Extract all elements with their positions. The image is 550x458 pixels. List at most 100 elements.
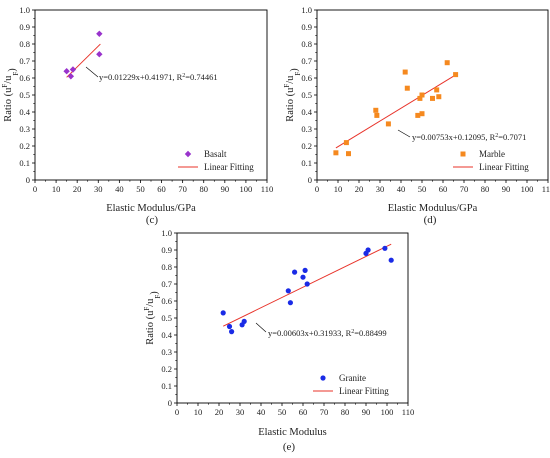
data-point [343,140,349,146]
y-axis-title: Ratio (uF/uF) [143,291,162,345]
data-point [388,257,394,263]
y-tick-label: 0.1 [301,158,312,168]
y-tick-label: 1.0 [161,228,172,238]
x-tick-label: 50 [136,184,145,194]
plot-frame [316,9,549,181]
y-tick-label: 0.8 [19,39,30,49]
chart-panel-d: 0 10 20 30 40 50 60 70 80 90 100 110 0 0.1 0.2 0.3 0.4 0.… [283,5,550,226]
y-tick-label: 0.7 [301,56,312,66]
y-tick-label: 0.7 [19,56,30,66]
x-tick-label: 70 [460,184,469,194]
legend-label: Linear Fitting [339,386,389,396]
x-tick-label: 10 [334,184,343,194]
y-tick-label: 0 [308,175,312,185]
x-tick-label: 60 [439,184,448,194]
data-point [404,85,410,91]
data-point [385,121,391,127]
x-axis-title: Elastic Modulus [258,427,327,438]
x-tick-label: 80 [481,184,490,194]
y-tick-label: 1.0 [19,5,30,15]
x-tick-label: 10 [52,184,61,194]
x-tick-label: 90 [502,184,511,194]
legend-label: Linear Fitting [204,162,254,172]
x-tick-label: 100 [521,184,534,194]
y-tick-label: 0.1 [19,158,30,168]
data-point [67,73,75,80]
data-point [453,72,459,78]
x-tick-label: 70 [178,184,187,194]
y-tick-label: 0.9 [19,22,30,32]
x-tick-label: 100 [381,407,394,417]
panel-label: (c) [146,214,159,226]
data-point [436,94,442,100]
data-point [374,112,380,118]
legend: Granite Linear Fitting [313,373,389,396]
legend-label: Marble [479,149,505,159]
y-tick-label: 0.5 [19,90,30,100]
y-tick-label: 0.9 [301,22,312,32]
y-tick-label: 1.0 [301,5,312,15]
y-tick-label: 0.3 [161,347,172,357]
y-tick-label: 0.5 [301,90,312,100]
x-tick-label: 0 [33,184,37,194]
x-tick-label: 110 [542,184,550,194]
x-tick-label: 90 [221,184,230,194]
fit-equation: y=0.00603x+0.31933, R2=0.88499 [268,328,387,338]
legend-label: Linear Fitting [479,162,529,172]
data-point [382,245,388,251]
y-tick-label: 0.8 [301,39,312,49]
x-tick-label: 20 [215,407,224,417]
legend-marker [320,375,326,381]
data-point [226,323,233,330]
panel-label: (d) [424,214,437,226]
data-point [444,60,450,66]
y-tick-label: 0.4 [301,107,312,117]
y-axis-title: Ratio (uF/uF) [283,68,302,122]
data-point [417,95,423,101]
data-point [365,247,371,253]
y-tick-label: 0.2 [301,141,312,151]
legend-label: Basalt [204,149,227,159]
y-tick-label: 0.5 [161,313,172,323]
fit-line [335,74,456,149]
x-tick-label: 20 [73,184,82,194]
x-tick-label: 0 [175,407,179,417]
x-tick-label: 30 [376,184,385,194]
data-point [333,150,339,156]
x-tick-label: 50 [278,407,287,417]
y-tick-label: 0.3 [19,124,30,134]
panel-label: (e) [283,441,296,453]
data-point [430,95,435,101]
y-tick-label: 0.3 [301,124,312,134]
x-tick-label: 30 [94,184,103,194]
equation-leader [255,322,267,333]
data-point [287,300,293,306]
y-tick-label: 0.4 [19,107,30,117]
data-point [419,111,425,117]
data-point [402,69,408,75]
fit-equation: y=0.01229x+0.41971, R2=0.74461 [99,72,218,82]
data-point [220,310,226,316]
plot-frame [176,232,409,404]
legend: Marble Linear Fitting [453,149,529,172]
data-point [69,66,77,73]
x-axis-title: Elastic Modulus/GPa [106,203,196,214]
y-tick-label: 0.7 [161,279,172,289]
data-point [302,267,308,273]
y-tick-label: 0.6 [161,296,172,306]
x-tick-label: 70 [320,407,329,417]
y-tick-label: 0.6 [19,73,30,83]
x-tick-label: 40 [115,184,124,194]
y-tick-label: 0.4 [161,330,172,340]
y-tick-label: 0 [26,175,30,185]
data-point [241,318,247,324]
data-point [346,151,351,157]
y-tick-label: 0.2 [19,141,30,151]
x-tick-label: 30 [236,407,245,417]
y-tick-label: 0.6 [301,73,312,83]
x-tick-label: 40 [257,407,266,417]
y-tick-label: 0.9 [161,245,172,255]
legend-marker [460,151,466,157]
data-point [63,68,70,75]
